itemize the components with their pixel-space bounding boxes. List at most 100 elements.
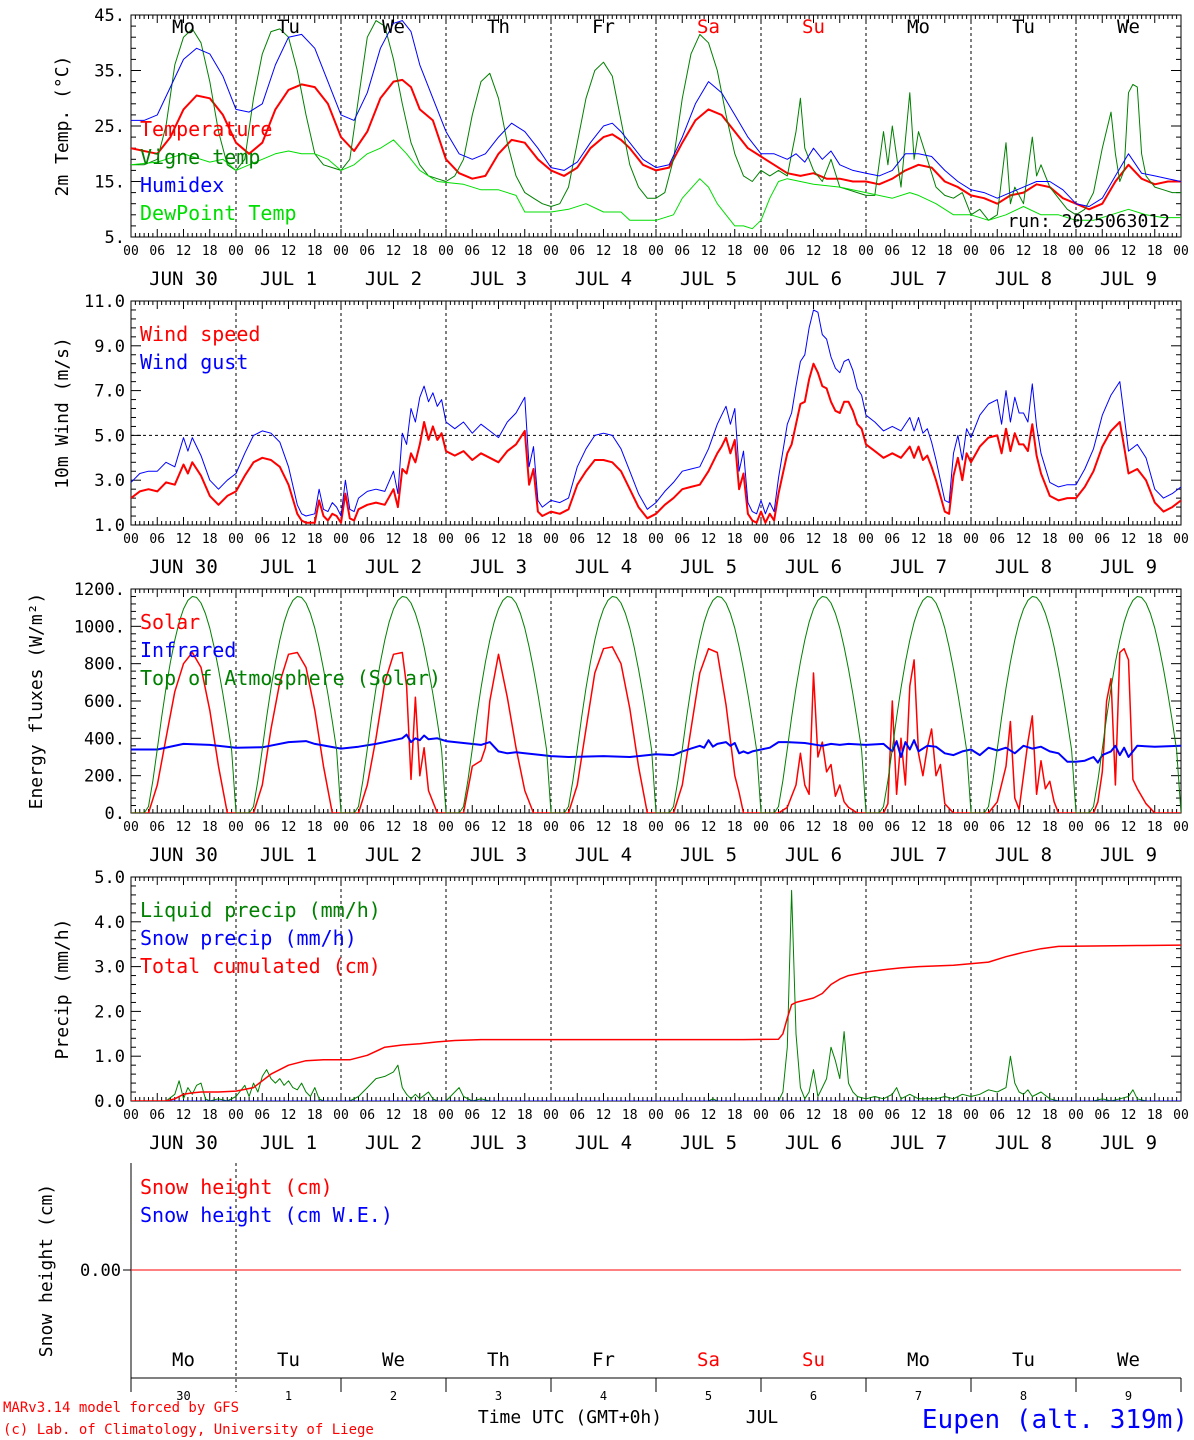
hour-tick-label: 00 — [228, 532, 244, 547]
hour-tick-label: 00 — [1173, 1108, 1189, 1123]
hour-tick-label: 06 — [1094, 1108, 1110, 1123]
hour-tick-label: 06 — [884, 532, 900, 547]
date-label: JUL 7 — [890, 844, 947, 866]
date-label: JUL 3 — [470, 844, 527, 866]
hour-tick-label: 06 — [884, 1108, 900, 1123]
hour-tick-label: 00 — [858, 820, 874, 835]
hour-tick-label: 06 — [674, 820, 690, 835]
series-line-vigne-temp — [131, 20, 1181, 221]
date-label: JUN 30 — [149, 844, 218, 866]
hour-tick-label: 06 — [1094, 820, 1110, 835]
hour-tick-label: 12 — [386, 532, 402, 547]
date-label: JUL 2 — [365, 268, 422, 290]
date-label: JUL 4 — [575, 1132, 632, 1154]
hour-tick-label: 00 — [228, 1108, 244, 1123]
hour-tick-label: 00 — [438, 244, 454, 259]
hour-tick-label: 12 — [281, 532, 297, 547]
hour-tick-label: 00 — [1173, 244, 1189, 259]
hour-tick-label: 18 — [412, 1108, 428, 1123]
hour-tick-label: 12 — [176, 244, 192, 259]
hour-tick-label: 12 — [911, 1108, 927, 1123]
hour-tick-label: 00 — [123, 244, 139, 259]
y-axis-label: 10m Wind (m/s) — [52, 337, 73, 489]
footer-month: JUL — [746, 1407, 779, 1428]
hour-tick-label: 18 — [1042, 244, 1058, 259]
date-label: JUL 8 — [995, 268, 1052, 290]
hour-tick-label: 00 — [858, 532, 874, 547]
date-label: JUL 6 — [785, 844, 842, 866]
day-number-label: 7 — [915, 1389, 922, 1403]
hour-tick-label: 06 — [674, 244, 690, 259]
hour-tick-label: 18 — [937, 244, 953, 259]
date-label: JUL 8 — [995, 1132, 1052, 1154]
footer-xlabel: Time UTC (GMT+0h) — [478, 1407, 662, 1428]
series-line-humidex — [131, 20, 1181, 207]
legend-entry: Solar — [140, 610, 200, 634]
hour-tick-label: 06 — [779, 532, 795, 547]
day-number-label: 4 — [600, 1389, 607, 1403]
y-tick-label: 1200. — [74, 580, 125, 600]
hour-tick-label: 06 — [464, 532, 480, 547]
hour-tick-label: 12 — [491, 820, 507, 835]
hour-tick-label: 12 — [596, 532, 612, 547]
weekday-label-top: Th — [487, 16, 510, 38]
weekday-label-bottom: We — [382, 1349, 405, 1371]
hour-tick-label: 06 — [1094, 244, 1110, 259]
hour-tick-label: 18 — [307, 820, 323, 835]
hour-tick-label: 06 — [149, 532, 165, 547]
y-axis-label: Snow height (cm) — [36, 1184, 57, 1357]
hour-tick-label: 06 — [359, 820, 375, 835]
hour-tick-label: 00 — [228, 820, 244, 835]
y-tick-label: 1000. — [74, 617, 125, 637]
hour-tick-label: 06 — [464, 820, 480, 835]
hour-tick-label: 12 — [491, 244, 507, 259]
y-axis-label: 2m Temp. (°C) — [52, 56, 73, 197]
weekday-label-bottom: Su — [802, 1349, 825, 1371]
hour-tick-label: 12 — [911, 532, 927, 547]
hour-tick-label: 00 — [858, 244, 874, 259]
weekday-label-bottom: We — [1117, 1349, 1140, 1371]
hour-tick-label: 00 — [543, 244, 559, 259]
hour-tick-label: 12 — [386, 1108, 402, 1123]
legend-entry: Snow height (cm) — [140, 1175, 333, 1199]
hour-tick-label: 18 — [832, 244, 848, 259]
hour-tick-label: 00 — [963, 1108, 979, 1123]
hour-tick-label: 12 — [1121, 244, 1137, 259]
hour-tick-label: 18 — [622, 820, 638, 835]
hour-tick-label: 12 — [701, 820, 717, 835]
hour-tick-label: 12 — [281, 244, 297, 259]
weekday-label-top: Fr — [592, 16, 615, 38]
date-label: JUL 5 — [680, 556, 737, 578]
weekday-label-top: Mo — [172, 16, 195, 38]
hour-tick-label: 00 — [753, 1108, 769, 1123]
legend-entry: Top of Atmosphere (Solar) — [140, 666, 441, 690]
hour-tick-label: 12 — [491, 532, 507, 547]
hour-tick-label: 18 — [1147, 532, 1163, 547]
hour-tick-label: 00 — [123, 1108, 139, 1123]
hour-tick-label: 06 — [674, 1108, 690, 1123]
date-label: JUL 9 — [1100, 268, 1157, 290]
legend-entry: Vigne temp — [140, 145, 260, 169]
hour-tick-label: 06 — [779, 244, 795, 259]
y-tick-label: 3.0 — [94, 958, 125, 978]
hour-tick-label: 06 — [149, 244, 165, 259]
hour-tick-label: 00 — [1068, 244, 1084, 259]
hour-tick-label: 06 — [569, 1108, 585, 1123]
date-label: JUL 3 — [470, 1132, 527, 1154]
series-line-wind-speed — [131, 362, 1181, 524]
hour-tick-label: 06 — [569, 532, 585, 547]
y-tick-label: 11.0 — [84, 292, 125, 312]
hour-tick-label: 18 — [412, 244, 428, 259]
hour-tick-label: 06 — [989, 532, 1005, 547]
hour-tick-label: 00 — [333, 820, 349, 835]
hour-tick-label: 18 — [937, 820, 953, 835]
date-label: JUL 5 — [680, 1132, 737, 1154]
hour-tick-label: 00 — [1173, 532, 1189, 547]
hour-tick-label: 06 — [254, 532, 270, 547]
hour-tick-label: 12 — [806, 244, 822, 259]
hour-tick-label: 12 — [806, 532, 822, 547]
series-line-temperature — [131, 78, 1181, 211]
date-label: JUL 1 — [260, 556, 317, 578]
weekday-label-bottom: Tu — [277, 1349, 300, 1371]
weekday-label-top: Sa — [697, 16, 720, 38]
